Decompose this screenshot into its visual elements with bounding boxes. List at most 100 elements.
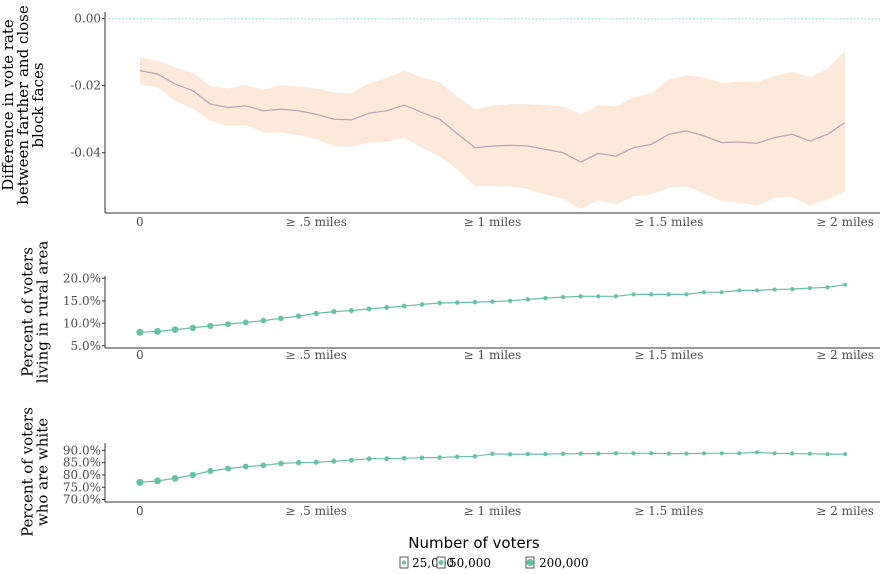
y-tick-label: -0.02 bbox=[70, 79, 101, 93]
data-point bbox=[578, 451, 583, 456]
data-point bbox=[543, 295, 548, 301]
data-point bbox=[437, 300, 442, 306]
data-point bbox=[790, 287, 795, 292]
legend-key-dot bbox=[526, 558, 534, 567]
data-point bbox=[543, 451, 548, 457]
data-point bbox=[525, 451, 530, 457]
legend-label: 200,000 bbox=[539, 556, 589, 570]
data-point bbox=[313, 459, 319, 465]
data-point bbox=[754, 288, 760, 293]
data-point bbox=[525, 297, 530, 302]
data-point bbox=[242, 463, 249, 470]
data-point bbox=[490, 451, 495, 457]
y-tick-label: 80.0% bbox=[63, 468, 101, 482]
y-axis-title-line: Difference in vote rate bbox=[0, 19, 17, 191]
data-point bbox=[171, 326, 179, 333]
x-tick-label: ≥ 2 miles bbox=[816, 348, 874, 362]
data-point bbox=[154, 477, 161, 485]
data-point bbox=[295, 460, 302, 466]
x-tick-label: ≥ .5 miles bbox=[285, 348, 346, 362]
x-tick-label: 0 bbox=[136, 215, 144, 229]
data-point bbox=[278, 315, 284, 322]
y-axis-title-line: who are white bbox=[34, 418, 52, 526]
data-point bbox=[666, 451, 671, 456]
data-point bbox=[366, 306, 372, 312]
legend-item: 25,000 bbox=[399, 556, 454, 570]
x-tick-label: ≥ 2 miles bbox=[816, 504, 874, 518]
data-point bbox=[454, 454, 460, 460]
y-axis-title-line: between farther and close bbox=[14, 5, 32, 205]
y-tick-label: 20.0% bbox=[63, 271, 101, 285]
data-point bbox=[843, 452, 848, 457]
data-point bbox=[419, 302, 425, 307]
data-point bbox=[437, 455, 442, 460]
data-point bbox=[313, 310, 319, 317]
y-axis-title-line: living in rural area bbox=[34, 241, 52, 384]
y-axis-title: Percent of voterswho are white bbox=[19, 407, 52, 537]
data-point bbox=[790, 451, 795, 456]
data-point bbox=[631, 292, 636, 297]
x-tick-label: ≥ 1 miles bbox=[464, 504, 522, 518]
data-point bbox=[366, 456, 372, 462]
data-point bbox=[224, 321, 232, 328]
legend-item: 50,000 bbox=[436, 556, 491, 570]
data-point bbox=[207, 467, 214, 475]
data-point bbox=[136, 328, 144, 336]
y-tick-label: -0.04 bbox=[70, 146, 101, 160]
data-point bbox=[454, 300, 460, 305]
y-tick-label: 15.0% bbox=[63, 294, 101, 308]
x-tick-label: ≥ 1 miles bbox=[464, 215, 522, 229]
data-point bbox=[384, 456, 390, 462]
panel-3: 70.0%75.0%80.0%85.0%90.0% 0 ≥ .5 miles ≥ 1 … bbox=[19, 407, 880, 537]
data-point bbox=[596, 451, 601, 456]
data-point bbox=[719, 451, 724, 456]
y-tick-label: 0.00 bbox=[74, 12, 101, 26]
data-point bbox=[843, 282, 848, 287]
data-point bbox=[401, 303, 407, 309]
data-point bbox=[613, 294, 619, 299]
x-tick-label: ≥ .5 miles bbox=[285, 215, 346, 229]
data-point bbox=[825, 285, 830, 290]
data-point bbox=[772, 287, 777, 292]
data-point bbox=[737, 288, 742, 293]
data-point bbox=[472, 454, 478, 459]
y-axis-title: Percent of votersliving in rural area bbox=[19, 241, 52, 384]
data-point bbox=[754, 450, 760, 455]
data-point bbox=[419, 455, 425, 461]
data-point bbox=[331, 309, 337, 315]
y-tick-label: 70.0% bbox=[63, 493, 101, 507]
data-point bbox=[772, 451, 777, 456]
legend-key-dot bbox=[401, 560, 407, 565]
data-point bbox=[807, 286, 812, 291]
data-point bbox=[684, 451, 689, 456]
data-point bbox=[136, 478, 144, 486]
y-axis-title: Difference in vote ratebetween farther a… bbox=[0, 5, 47, 205]
y-axis-title-line: Percent of voters bbox=[19, 247, 37, 377]
data-point bbox=[295, 313, 302, 319]
data-point bbox=[649, 451, 654, 456]
data-point bbox=[154, 327, 161, 335]
data-point bbox=[260, 317, 267, 324]
data-point bbox=[578, 294, 583, 299]
data-point bbox=[331, 458, 337, 464]
data-point bbox=[613, 451, 619, 456]
x-tick-label: ≥ 1.5 miles bbox=[634, 215, 703, 229]
data-point bbox=[260, 462, 267, 469]
legend-label: 25,000 bbox=[412, 556, 454, 570]
x-tick-label: 0 bbox=[136, 348, 144, 362]
data-point bbox=[207, 322, 214, 329]
legend-title: Number of voters bbox=[408, 534, 540, 552]
data-point bbox=[702, 451, 707, 456]
data-point bbox=[825, 452, 830, 457]
data-point bbox=[171, 475, 179, 482]
x-tick-label: ≥ 1 miles bbox=[464, 348, 522, 362]
data-point bbox=[719, 290, 724, 295]
x-tick-label: ≥ 1.5 miles bbox=[634, 348, 703, 362]
data-point bbox=[189, 324, 197, 332]
data-point bbox=[490, 299, 495, 304]
data-point bbox=[224, 465, 232, 472]
data-point bbox=[507, 452, 513, 457]
x-tick-label: ≥ .5 miles bbox=[285, 504, 346, 518]
